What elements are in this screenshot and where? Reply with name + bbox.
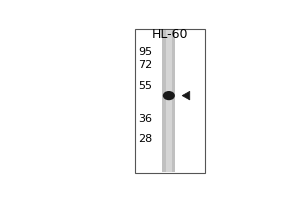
Text: 95: 95 [139,47,153,57]
Bar [205,24,270,178]
Text: 55: 55 [139,81,153,91]
Text: HL-60: HL-60 [152,28,188,41]
Bar [135,29,205,173]
Bar [166,30,172,172]
Polygon shape [182,91,190,100]
Ellipse shape [163,91,175,100]
Text: 36: 36 [139,114,153,124]
Bar [163,30,175,172]
Text: 72: 72 [138,60,153,70]
Text: 28: 28 [138,134,153,144]
Bar [38,24,135,178]
